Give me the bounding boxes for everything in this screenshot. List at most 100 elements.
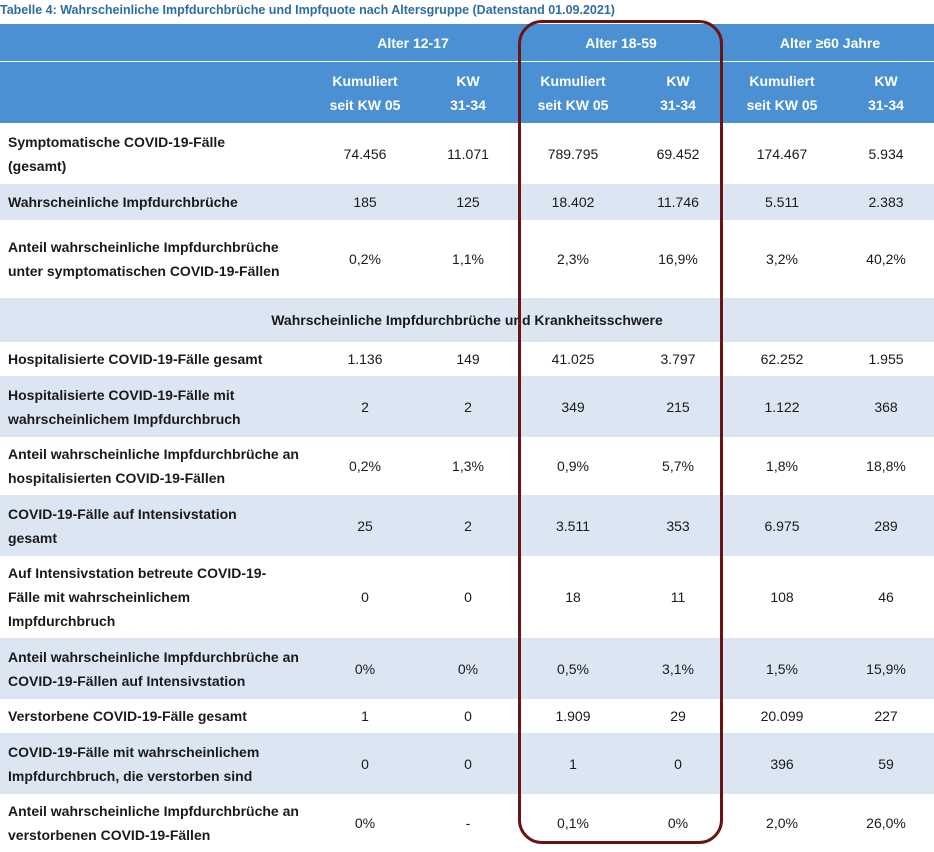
header-kw: KW 31-34 — [630, 61, 726, 123]
row-label: Symptomatische COVID-19-Fälle (gesamt) — [0, 123, 310, 184]
header-cumulative: Kumuliert seit KW 05 — [726, 61, 838, 123]
cell: 3,1% — [630, 638, 726, 699]
header-age-60-plus: Alter ≥60 Jahre — [726, 24, 934, 62]
cell: 1.909 — [516, 699, 630, 733]
cell: 0% — [630, 794, 726, 852]
header-age-12-17: Alter 12-17 — [310, 24, 516, 62]
cell: 6.975 — [726, 495, 838, 556]
table-row: Anteil wahrscheinliche Impfdurchbrüche a… — [0, 638, 934, 699]
table-row: Anteil wahrscheinliche Impfdurchbrüche a… — [0, 794, 934, 852]
cell: 368 — [838, 376, 934, 437]
cell: 0 — [310, 556, 420, 638]
row-label: Anteil wahrscheinliche Impfdurchbrüche a… — [0, 437, 310, 495]
header-cumulative: Kumuliert seit KW 05 — [516, 61, 630, 123]
cell: 289 — [838, 495, 934, 556]
row-label: Anteil wahrscheinliche Impfdurchbrüche u… — [0, 220, 310, 298]
table-row: Wahrscheinliche Impfdurchbrüche 185 125 … — [0, 184, 934, 220]
header-kw: KW 31-34 — [420, 61, 516, 123]
cell: 25 — [310, 495, 420, 556]
cell: 29 — [630, 699, 726, 733]
table-row: Anteil wahrscheinliche Impfdurchbrüche u… — [0, 220, 934, 298]
cell: 2 — [310, 376, 420, 437]
cell: 1,5% — [726, 638, 838, 699]
cell: 3.797 — [630, 342, 726, 376]
cell: 0% — [310, 794, 420, 852]
cell: 789.795 — [516, 123, 630, 184]
cell: 0 — [630, 733, 726, 794]
cell: 0,2% — [310, 220, 420, 298]
cell: 396 — [726, 733, 838, 794]
cell: 5.511 — [726, 184, 838, 220]
cell: 40,2% — [838, 220, 934, 298]
header-corner-2 — [0, 61, 310, 123]
cell: 174.467 — [726, 123, 838, 184]
table-row: Symptomatische COVID-19-Fälle (gesamt) 7… — [0, 123, 934, 184]
table-row: COVID-19-Fälle auf Intensivstation gesam… — [0, 495, 934, 556]
cell: - — [420, 794, 516, 852]
cell: 16,9% — [630, 220, 726, 298]
cell: 0 — [420, 699, 516, 733]
cell: 3.511 — [516, 495, 630, 556]
cell: 26,0% — [838, 794, 934, 852]
table-row: Hospitalisierte COVID-19-Fälle gesamt 1.… — [0, 342, 934, 376]
cell: 59 — [838, 733, 934, 794]
cell: 0% — [420, 638, 516, 699]
cell: 62.252 — [726, 342, 838, 376]
cell: 227 — [838, 699, 934, 733]
cell: 11 — [630, 556, 726, 638]
row-label: Wahrscheinliche Impfdurchbrüche — [0, 184, 310, 220]
row-label: Hospitalisierte COVID-19-Fälle gesamt — [0, 342, 310, 376]
cell: 108 — [726, 556, 838, 638]
cell: 1.122 — [726, 376, 838, 437]
header-kw: KW 31-34 — [838, 61, 934, 123]
cell: 18.402 — [516, 184, 630, 220]
cell: 5,7% — [630, 437, 726, 495]
header-cumulative: Kumuliert seit KW 05 — [310, 61, 420, 123]
section-row: Wahrscheinliche Impfdurchbrüche und Kran… — [0, 298, 934, 342]
cell: 18 — [516, 556, 630, 638]
cell: 1 — [516, 733, 630, 794]
cell: 353 — [630, 495, 726, 556]
cell: 0% — [310, 638, 420, 699]
cell: 185 — [310, 184, 420, 220]
section-title: Wahrscheinliche Impfdurchbrüche und Kran… — [0, 298, 934, 342]
header-age-18-59: Alter 18-59 — [516, 24, 726, 62]
cell: 349 — [516, 376, 630, 437]
row-label: Verstorbene COVID-19-Fälle gesamt — [0, 699, 310, 733]
cell: 1,3% — [420, 437, 516, 495]
cell: 74.456 — [310, 123, 420, 184]
cell: 1.955 — [838, 342, 934, 376]
header-sub-row: Kumuliert seit KW 05 KW 31-34 Kumuliert sei… — [0, 61, 934, 123]
cell: 2.383 — [838, 184, 934, 220]
cell: 0 — [310, 733, 420, 794]
cell: 18,8% — [838, 437, 934, 495]
row-label: COVID-19-Fälle mit wahrscheinlichem Impf… — [0, 733, 310, 794]
row-label: Anteil wahrscheinliche Impfdurchbrüche a… — [0, 794, 310, 852]
cell: 0 — [420, 733, 516, 794]
cell: 215 — [630, 376, 726, 437]
cell: 46 — [838, 556, 934, 638]
row-label: Anteil wahrscheinliche Impfdurchbrüche a… — [0, 638, 310, 699]
table-row: COVID-19-Fälle mit wahrscheinlichem Impf… — [0, 733, 934, 794]
row-label: Auf Intensivstation betreute COVID-19-Fä… — [0, 556, 310, 638]
cell: 2 — [420, 376, 516, 437]
row-label: Hospitalisierte COVID-19-Fälle mit wahrs… — [0, 376, 310, 437]
cell: 20.099 — [726, 699, 838, 733]
cell: 41.025 — [516, 342, 630, 376]
cell: 0,1% — [516, 794, 630, 852]
table-row: Hospitalisierte COVID-19-Fälle mit wahrs… — [0, 376, 934, 437]
cell: 3,2% — [726, 220, 838, 298]
cell: 15,9% — [838, 638, 934, 699]
table-row: Anteil wahrscheinliche Impfdurchbrüche a… — [0, 437, 934, 495]
cell: 1,8% — [726, 437, 838, 495]
cell: 149 — [420, 342, 516, 376]
cell: 5.934 — [838, 123, 934, 184]
row-label: COVID-19-Fälle auf Intensivstation gesam… — [0, 495, 310, 556]
cell: 125 — [420, 184, 516, 220]
cell: 1 — [310, 699, 420, 733]
table-title: Tabelle 4: Wahrscheinliche Impfdurchbrüc… — [0, 3, 615, 17]
header-corner — [0, 24, 310, 62]
cell: 69.452 — [630, 123, 726, 184]
table-row: Auf Intensivstation betreute COVID-19-Fä… — [0, 556, 934, 638]
cell: 11.071 — [420, 123, 516, 184]
